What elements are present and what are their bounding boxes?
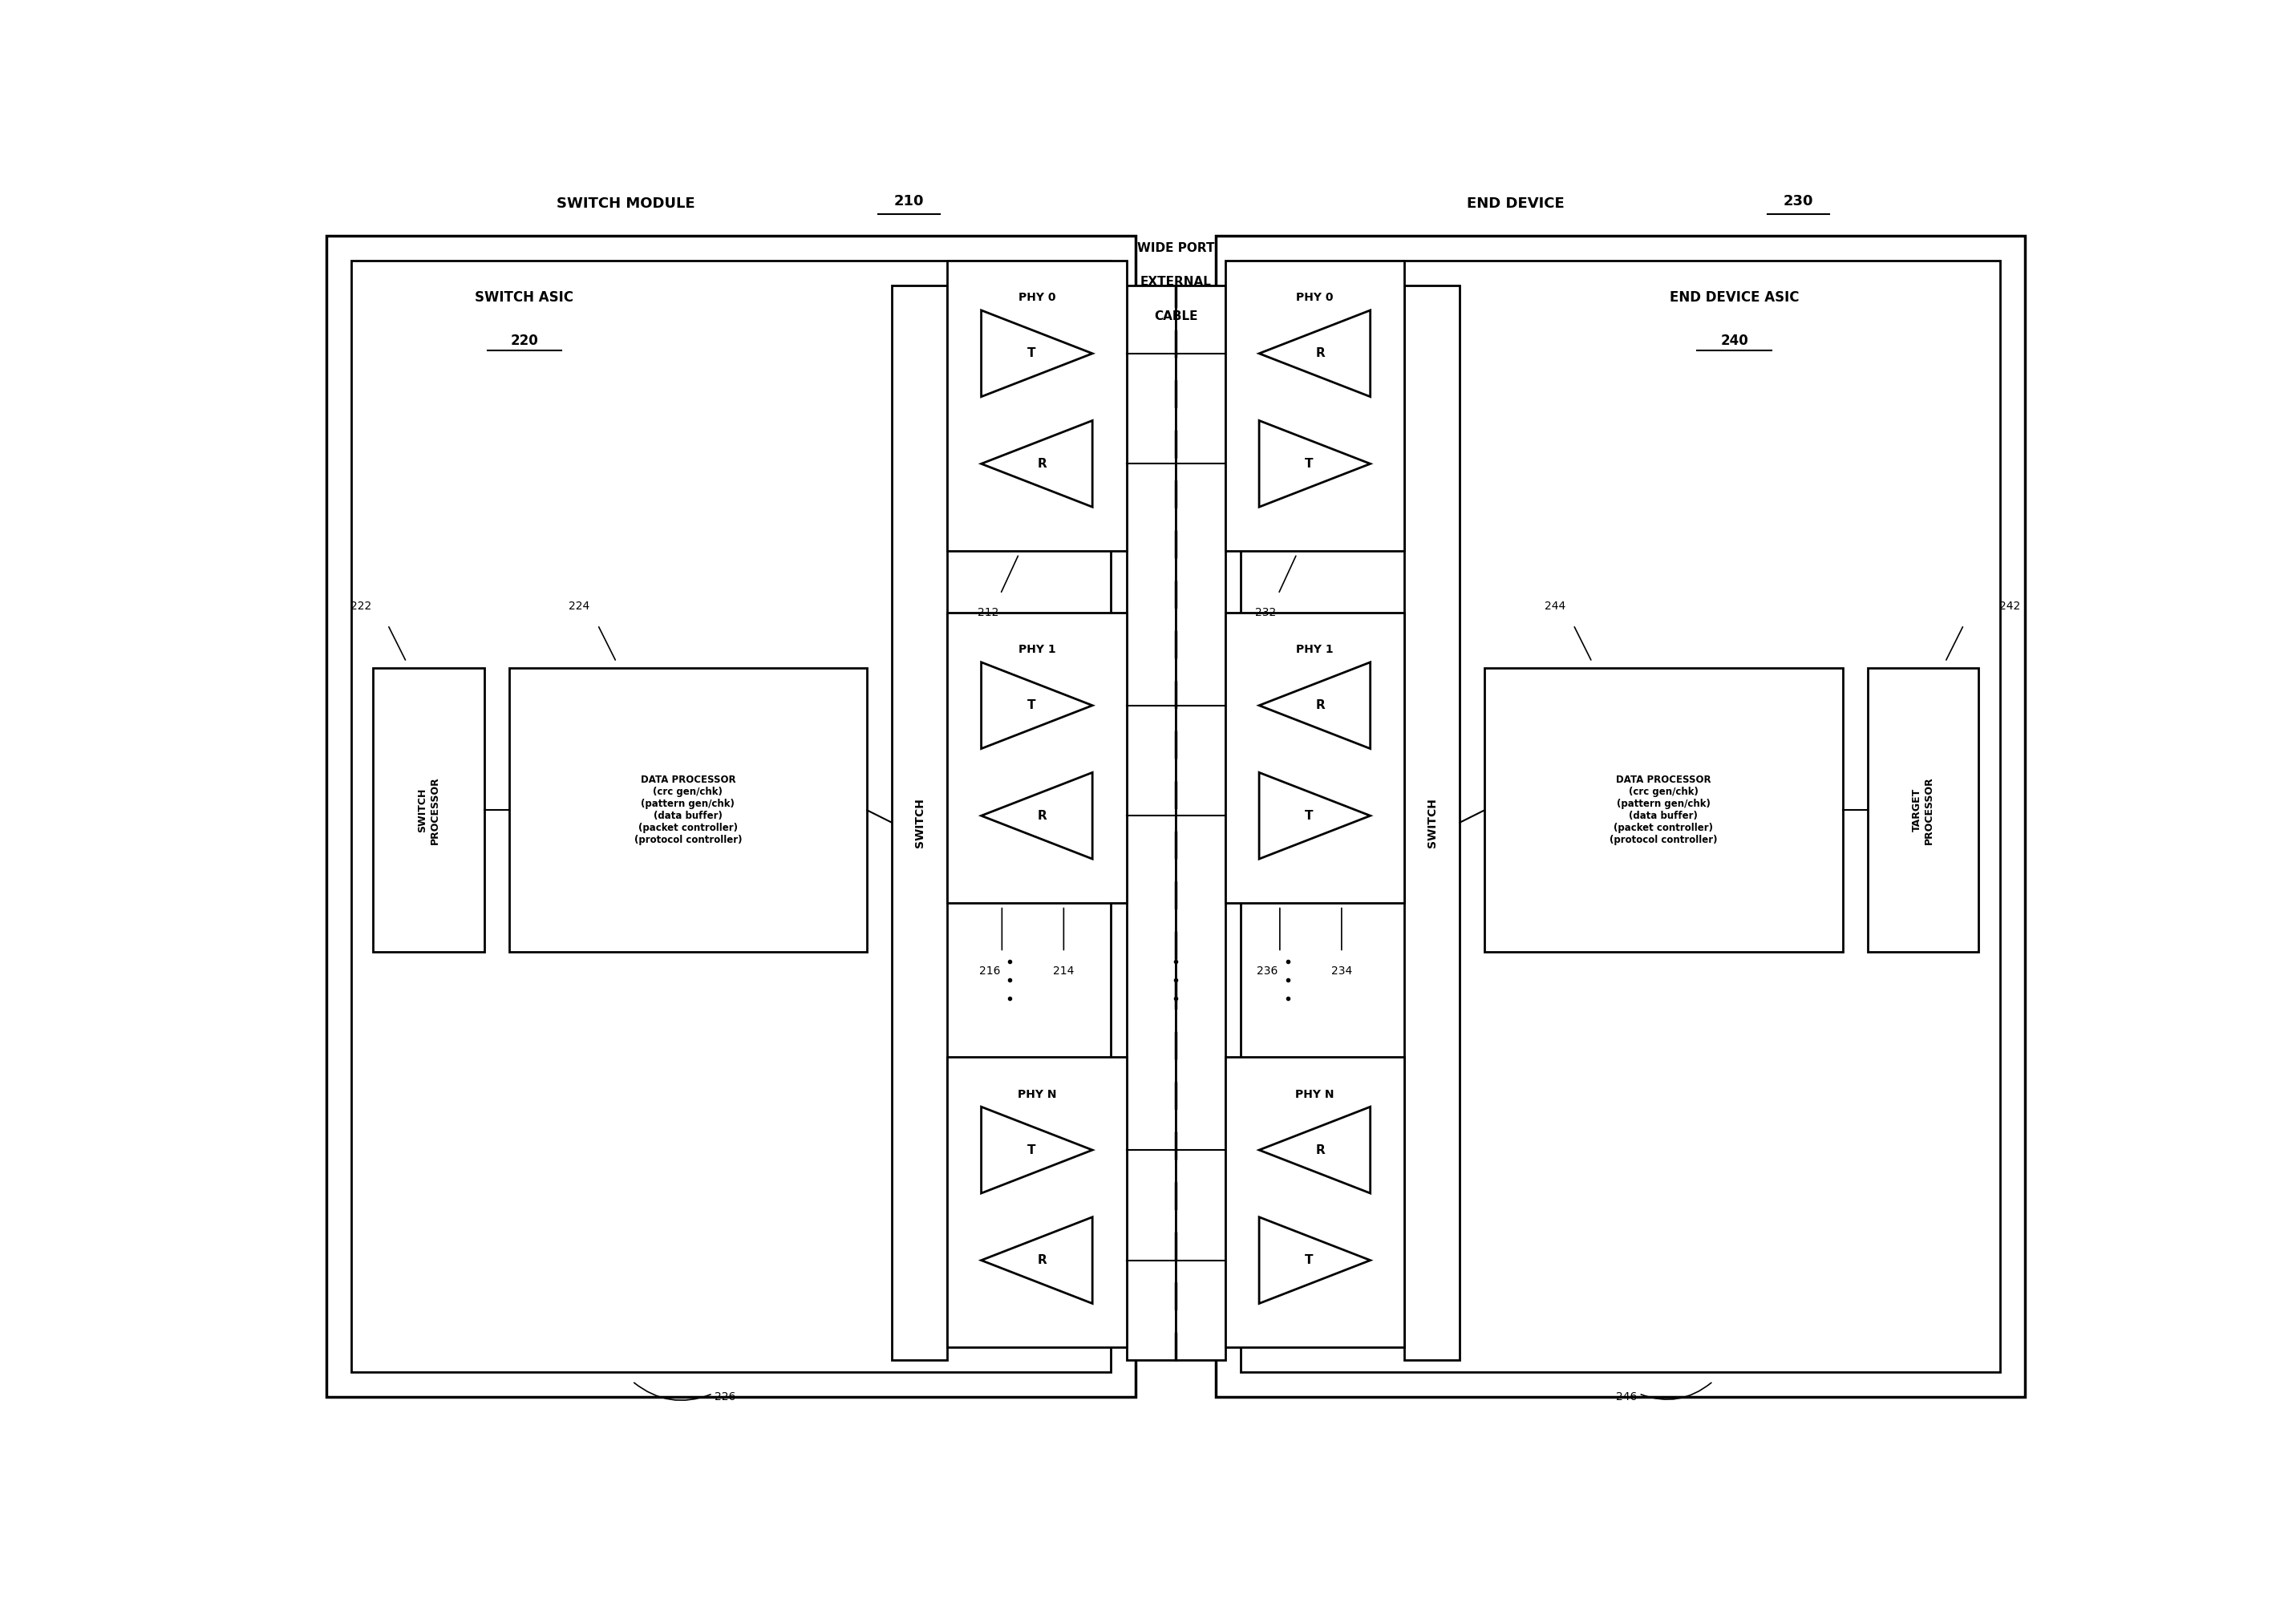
Text: R: R (1316, 348, 1325, 359)
Bar (1240, 261, 2000, 1373)
Bar (1226, 612, 1405, 902)
Text: PHY N: PHY N (1295, 1089, 1334, 1100)
Text: CABLE: CABLE (1155, 311, 1199, 322)
Bar (1226, 261, 1405, 551)
Text: T: T (1026, 1144, 1035, 1157)
Text: 216: 216 (978, 965, 1001, 976)
Bar (1217, 235, 2025, 1397)
Text: 222: 222 (351, 601, 372, 612)
Text: WIDE PORT: WIDE PORT (1137, 242, 1215, 255)
Text: 224: 224 (569, 601, 590, 612)
Bar (351, 261, 1111, 1373)
Text: PHY 1: PHY 1 (1017, 644, 1056, 656)
Bar (1226, 1057, 1405, 1347)
Text: 212: 212 (978, 607, 999, 619)
Text: PHY 0: PHY 0 (1017, 292, 1056, 303)
Text: SWITCH
PROCESSOR: SWITCH PROCESSOR (418, 777, 441, 844)
Text: EXTERNAL: EXTERNAL (1141, 275, 1212, 288)
Text: SWITCH: SWITCH (914, 797, 925, 847)
Text: DATA PROCESSOR
(crc gen/chk)
(pattern gen/chk)
(data buffer)
(packet controller): DATA PROCESSOR (crc gen/chk) (pattern ge… (634, 775, 742, 846)
Text: 246: 246 (1616, 1392, 1637, 1402)
Bar (1405, 285, 1460, 1360)
Text: PHY N: PHY N (1017, 1089, 1056, 1100)
Bar (891, 285, 948, 1360)
Text: T: T (1304, 458, 1313, 470)
Text: SWITCH ASIC: SWITCH ASIC (475, 290, 574, 304)
Text: 230: 230 (1784, 193, 1814, 208)
Text: PHY 0: PHY 0 (1295, 292, 1334, 303)
Text: T: T (1304, 1255, 1313, 1266)
Bar (948, 1057, 1127, 1347)
Text: T: T (1026, 699, 1035, 712)
Text: END DEVICE ASIC: END DEVICE ASIC (1669, 290, 1800, 304)
Text: T: T (1304, 810, 1313, 822)
Text: SWITCH MODULE: SWITCH MODULE (558, 197, 696, 211)
Text: R: R (1316, 699, 1325, 712)
Text: T: T (1026, 348, 1035, 359)
Bar (1176, 285, 1226, 1360)
Bar (1486, 669, 1844, 952)
Text: TARGET
PROCESSOR: TARGET PROCESSOR (1913, 777, 1933, 844)
Bar (948, 612, 1127, 902)
Text: 240: 240 (1720, 333, 1747, 348)
Text: R: R (1038, 810, 1047, 822)
Bar (1867, 669, 1979, 952)
Bar (510, 669, 868, 952)
Text: R: R (1316, 1144, 1325, 1157)
Text: 214: 214 (1054, 965, 1075, 976)
Text: 234: 234 (1332, 965, 1352, 976)
Text: END DEVICE: END DEVICE (1467, 197, 1564, 211)
Bar (326, 235, 1137, 1397)
Text: PHY 1: PHY 1 (1295, 644, 1334, 656)
Text: 220: 220 (510, 333, 537, 348)
Text: 232: 232 (1256, 607, 1277, 619)
Bar (1127, 285, 1176, 1360)
Text: 226: 226 (714, 1392, 735, 1402)
Text: 236: 236 (1256, 965, 1279, 976)
Bar (372, 669, 484, 952)
Text: 244: 244 (1545, 601, 1566, 612)
Text: R: R (1038, 458, 1047, 470)
Bar (948, 261, 1127, 551)
Text: R: R (1038, 1255, 1047, 1266)
Text: SWITCH: SWITCH (1426, 797, 1437, 847)
Text: DATA PROCESSOR
(crc gen/chk)
(pattern gen/chk)
(data buffer)
(packet controller): DATA PROCESSOR (crc gen/chk) (pattern ge… (1609, 775, 1717, 846)
Text: 242: 242 (2000, 601, 2020, 612)
Text: 210: 210 (893, 193, 925, 208)
